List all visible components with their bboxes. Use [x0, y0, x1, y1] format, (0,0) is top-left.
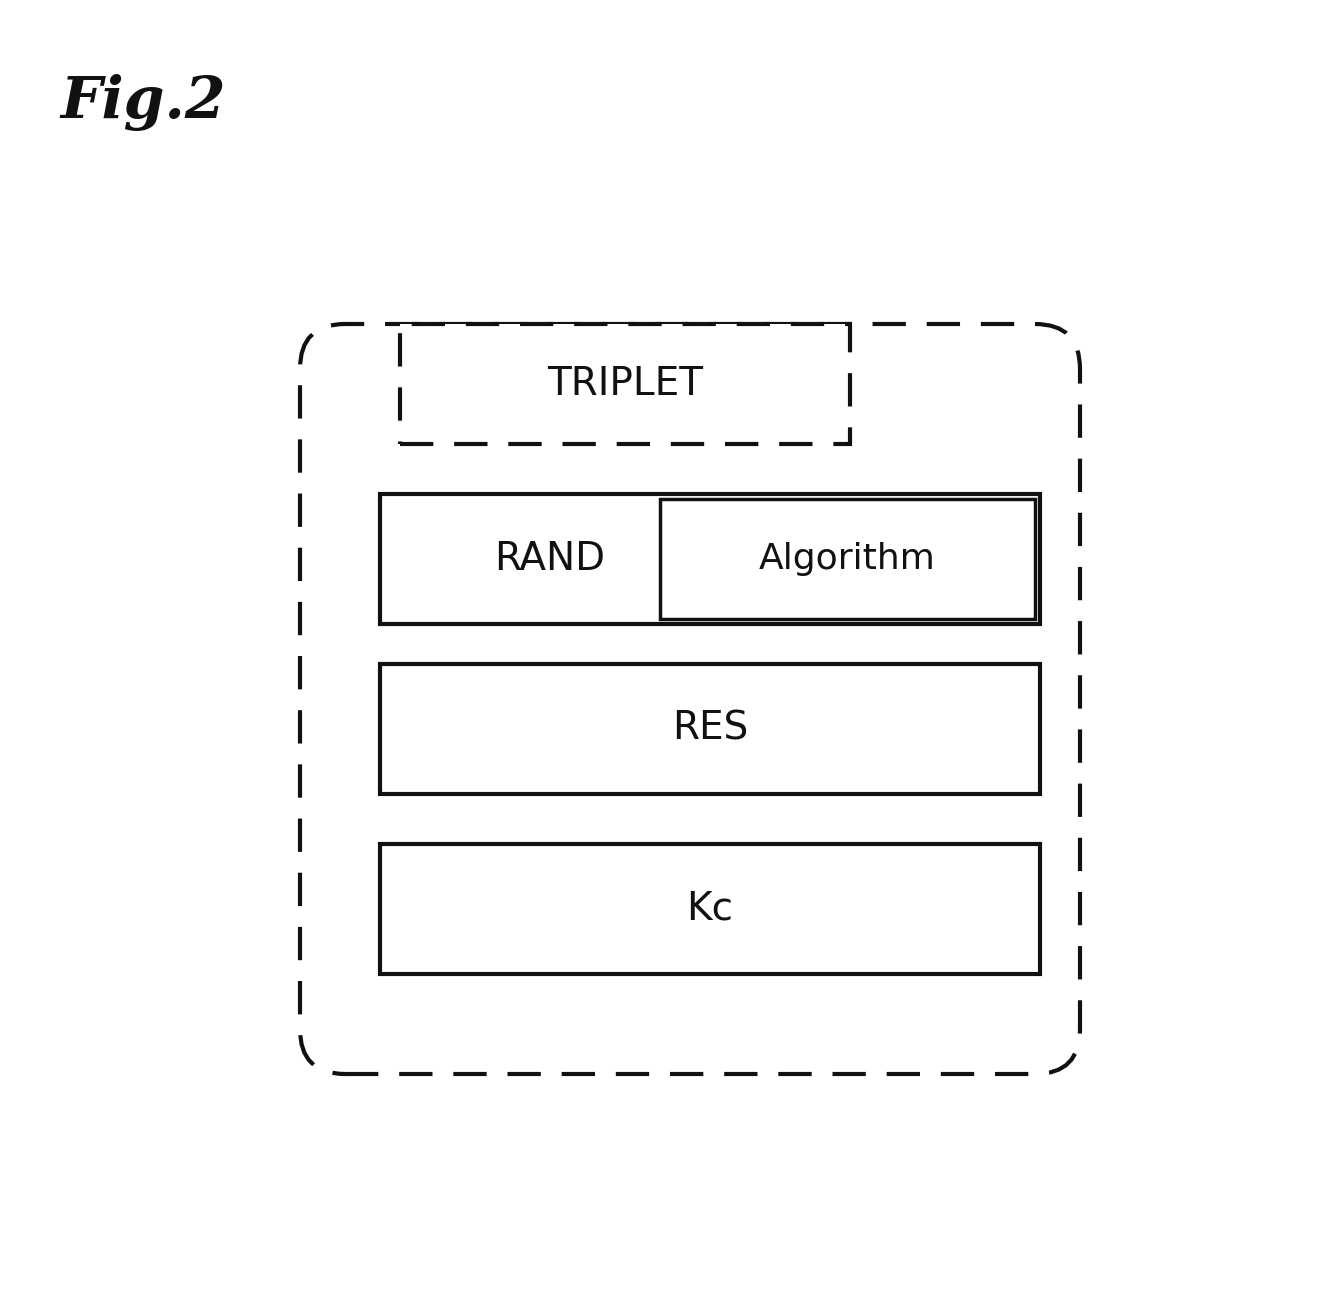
Text: Fig.2: Fig.2 — [60, 74, 225, 131]
Text: RES: RES — [672, 710, 749, 748]
Text: Algorithm: Algorithm — [759, 542, 936, 576]
Bar — [380, 494, 1040, 624]
Text: Kc: Kc — [687, 890, 734, 928]
Bar — [400, 324, 850, 444]
Bar — [380, 664, 1040, 795]
Text: RAND: RAND — [494, 540, 605, 578]
Text: TRIPLET: TRIPLET — [548, 365, 703, 402]
Bar — [380, 844, 1040, 974]
Bar — [660, 499, 1035, 619]
